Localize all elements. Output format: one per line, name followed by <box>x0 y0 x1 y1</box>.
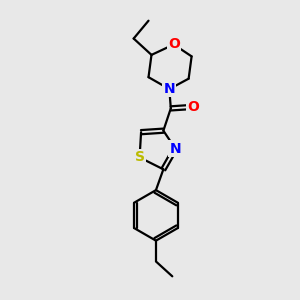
Text: N: N <box>164 82 175 96</box>
Text: N: N <box>169 142 181 155</box>
Text: O: O <box>187 100 199 114</box>
Text: O: O <box>168 38 180 52</box>
Text: S: S <box>135 150 145 164</box>
